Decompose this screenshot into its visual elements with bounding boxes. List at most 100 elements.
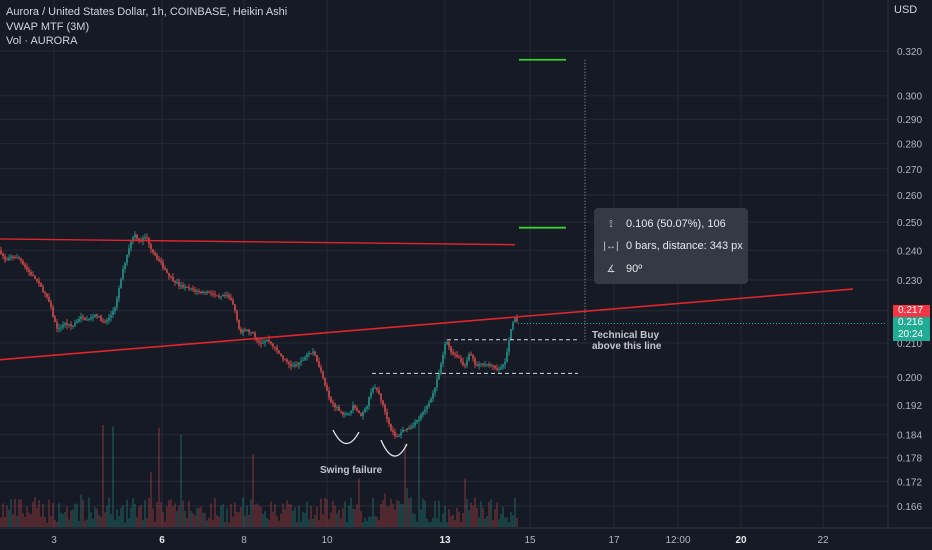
drawings [0, 58, 887, 457]
volume-bar [68, 519, 70, 527]
volume-bar [484, 518, 486, 527]
candle-body [326, 385, 328, 391]
volume-bar [458, 511, 460, 527]
volume-bar [390, 498, 392, 527]
volume-bar [476, 507, 478, 527]
candle-body [362, 412, 364, 417]
candle-body [408, 428, 410, 430]
candle-body [208, 291, 210, 293]
volume-bar [292, 510, 294, 527]
currency-label[interactable]: USD [894, 4, 918, 16]
candle-body [216, 295, 218, 297]
volume-bar [498, 519, 500, 527]
candle-body [494, 365, 496, 369]
candle-body [288, 361, 290, 365]
indicator-vwap[interactable]: VWAP MTF (3M) [6, 20, 90, 33]
volume-bar [482, 507, 484, 527]
volume-bar [376, 516, 378, 527]
volume-bar [488, 501, 490, 527]
candle-body [192, 288, 194, 290]
volume-bar [158, 427, 160, 527]
candle-body [368, 396, 370, 407]
volume-bar [352, 508, 354, 527]
candle-body [172, 277, 174, 281]
volume-bar [254, 504, 256, 527]
candle-body [266, 339, 268, 342]
candle-body [60, 327, 62, 329]
volume-bar [226, 508, 228, 527]
candle-body [240, 328, 242, 333]
volume-bar [272, 511, 274, 527]
volume-bar [368, 516, 370, 527]
candle-body [64, 323, 66, 325]
candle-body [238, 319, 240, 329]
candle-body [346, 413, 348, 415]
volume-bar [344, 501, 346, 527]
price-axis[interactable]: 0.320 0.300 0.290 0.280 0.270 0.260 0.250 0.240… [887, 0, 922, 528]
volume-bar [444, 505, 446, 527]
volume-bar [72, 509, 74, 527]
volume-bar [248, 515, 250, 527]
candle-body [78, 319, 80, 322]
candle-body [514, 318, 516, 323]
candle-body [42, 286, 44, 292]
candle-body [198, 290, 200, 292]
candle-body [394, 431, 396, 437]
candle-body [364, 408, 366, 413]
volume-bar [46, 522, 48, 527]
candle-body [234, 304, 236, 311]
technical-buy-label: Technical Buy above this line [592, 330, 661, 352]
candle-body [448, 341, 450, 347]
volume-bar [492, 520, 494, 527]
candle-body [62, 324, 64, 328]
volume-bar [442, 513, 444, 527]
volume-bar [506, 517, 508, 527]
volume-bar [360, 511, 362, 527]
candle-body [390, 424, 392, 431]
volume-bar [296, 522, 298, 527]
candle-body [254, 333, 256, 338]
candle-body [176, 282, 178, 284]
volume-bar [180, 434, 182, 527]
candle-body [402, 429, 404, 433]
symbol-title[interactable]: Aurora / United States Dollar, 1h, COINB… [6, 6, 288, 18]
candle-body [206, 291, 208, 294]
candle-body [92, 317, 94, 319]
candle-body [212, 293, 214, 295]
price-tick-label: 0.320 [897, 47, 922, 58]
volume-bar [282, 503, 284, 527]
candle-body [236, 310, 238, 320]
time-axis[interactable]: 3 6 8 10 13 15 17 12:00 20 22 [0, 527, 932, 546]
volume-bar [118, 515, 120, 527]
candle-body [486, 363, 488, 365]
volume-bar [94, 507, 96, 527]
volume-bar [60, 512, 62, 527]
volume-bar [418, 415, 420, 527]
candle-body [506, 351, 508, 362]
candle-body [332, 402, 334, 404]
candle-body [180, 285, 182, 287]
volume-bar [262, 514, 264, 527]
candle-body [150, 244, 152, 250]
indicator-volume[interactable]: Vol · AURORA [6, 35, 78, 47]
volume-bar [414, 514, 416, 527]
candle-body [294, 364, 296, 366]
measure-range: 0.106 (50.07%), 106 [626, 218, 726, 230]
volume-bar [440, 522, 442, 527]
volume-bar [388, 506, 390, 527]
volume-bar [514, 497, 516, 527]
candle-body [74, 323, 76, 326]
volume-bar [324, 497, 326, 527]
candle-body [290, 364, 292, 367]
candle-body [196, 290, 198, 292]
candle-body [356, 408, 358, 411]
candle-body [444, 343, 446, 355]
candle-body [194, 289, 196, 292]
candle-body [412, 425, 414, 427]
volume-bar [86, 519, 88, 527]
candle-body [360, 413, 362, 417]
candle-body [134, 234, 136, 238]
volume-bar [404, 443, 406, 527]
candle-body [274, 346, 276, 348]
